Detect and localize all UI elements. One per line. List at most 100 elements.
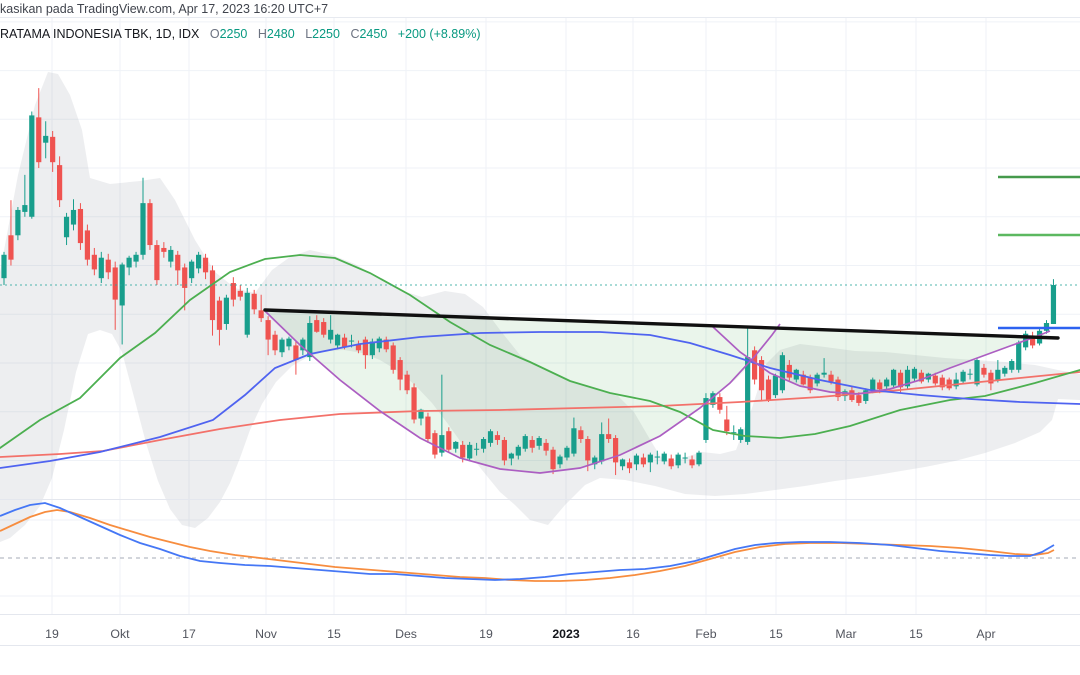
candle-body	[279, 339, 285, 353]
x-axis-label[interactable]: Des	[395, 627, 417, 641]
x-axis-label[interactable]: 16	[626, 627, 640, 641]
candle-body	[724, 419, 730, 432]
candle-body	[209, 270, 216, 321]
candle-body	[36, 117, 42, 163]
candle-body	[870, 379, 876, 391]
high-label: H	[257, 27, 267, 41]
candle-body	[960, 371, 966, 382]
candle-body	[536, 438, 542, 446]
candle-body	[307, 323, 313, 358]
candle-body	[647, 454, 653, 463]
x-axis-label[interactable]: 2023	[552, 627, 580, 641]
candle-body	[1030, 336, 1036, 346]
candle-body	[696, 452, 702, 465]
candle-body	[397, 360, 403, 380]
candle-body	[599, 434, 605, 462]
ma-green-line	[0, 254, 1080, 449]
candle-body	[335, 334, 341, 346]
candle-body	[772, 375, 779, 396]
candle-body	[237, 290, 243, 297]
candle-body	[411, 387, 417, 420]
x-axis-label[interactable]: Apr	[976, 627, 995, 641]
candle-body	[432, 433, 438, 455]
candle-body	[689, 459, 695, 466]
candle-body	[244, 292, 250, 335]
candle-body	[675, 454, 681, 466]
x-axis-label[interactable]: 15	[327, 627, 341, 641]
candle-body	[849, 390, 855, 401]
candle-body	[189, 261, 195, 279]
candle-body	[467, 444, 473, 459]
candle-body	[515, 446, 521, 456]
candle-body	[251, 293, 257, 310]
candle-body	[105, 259, 111, 273]
candle-body	[571, 428, 577, 454]
ma-blue-line	[0, 331, 1080, 469]
candle-body	[223, 297, 229, 324]
candle-body	[1002, 367, 1008, 374]
x-axis-label[interactable]: Nov	[255, 627, 278, 641]
candle-body	[77, 208, 84, 244]
candle-body	[1050, 285, 1057, 324]
x-axis-label[interactable]: 15	[909, 627, 923, 641]
candle-body	[8, 235, 14, 260]
candle-body	[383, 339, 389, 350]
candle-body	[654, 456, 660, 458]
candle-body	[15, 209, 21, 236]
candle-body	[856, 395, 862, 403]
neckline-trendline	[263, 308, 1060, 340]
candle-body	[369, 341, 375, 356]
candle-body	[418, 409, 424, 419]
candle-body	[390, 345, 396, 370]
candle-body	[50, 136, 56, 163]
candle-body	[474, 448, 480, 450]
candle-body	[98, 257, 104, 279]
candle-body	[161, 247, 167, 252]
x-axis-label[interactable]: Okt	[110, 627, 130, 641]
candle-body	[1016, 342, 1022, 370]
candle-body	[230, 283, 236, 300]
x-axis-label[interactable]: 19	[45, 627, 59, 641]
close-value: 2450	[359, 27, 388, 41]
candle-body	[578, 430, 584, 439]
candle-body	[904, 369, 911, 387]
candle-body	[119, 264, 125, 306]
candle-body	[1009, 361, 1015, 370]
candle-body	[272, 334, 278, 351]
candle-body	[480, 438, 487, 449]
candle-body	[613, 438, 619, 463]
candle-body	[932, 375, 938, 384]
candle-body	[446, 431, 452, 450]
candle-body	[807, 377, 813, 391]
candle-body	[529, 439, 535, 448]
candle-body	[891, 369, 897, 386]
x-axis-label[interactable]: Feb	[695, 627, 716, 641]
symbol-legend: RATAMA INDONESIA TBK, 1D, IDX O2250 H248…	[0, 27, 480, 41]
candle-body	[835, 379, 841, 398]
candle-body	[765, 379, 772, 401]
candle-body	[828, 374, 834, 382]
candle-body	[522, 436, 528, 449]
candle-body	[314, 320, 320, 332]
candle-body	[425, 416, 431, 439]
x-axis-label[interactable]: 17	[182, 627, 196, 641]
pattern-fill	[265, 310, 1058, 473]
x-axis-label[interactable]: Mar	[835, 627, 856, 641]
candle-body	[265, 320, 271, 340]
candle-body	[703, 398, 709, 440]
candle-body	[918, 372, 924, 382]
candle-body	[355, 344, 362, 351]
candle-body	[376, 338, 382, 349]
candle-body	[974, 360, 980, 385]
x-axis-label[interactable]: 15	[769, 627, 783, 641]
candle-body	[70, 209, 77, 225]
candle-body	[661, 453, 667, 462]
candle-body	[508, 453, 514, 459]
x-axis-label[interactable]: 19	[479, 627, 493, 641]
candle-body	[967, 373, 973, 375]
candle-body	[884, 379, 890, 387]
header-divider	[0, 17, 1080, 18]
candle-body	[196, 254, 202, 269]
